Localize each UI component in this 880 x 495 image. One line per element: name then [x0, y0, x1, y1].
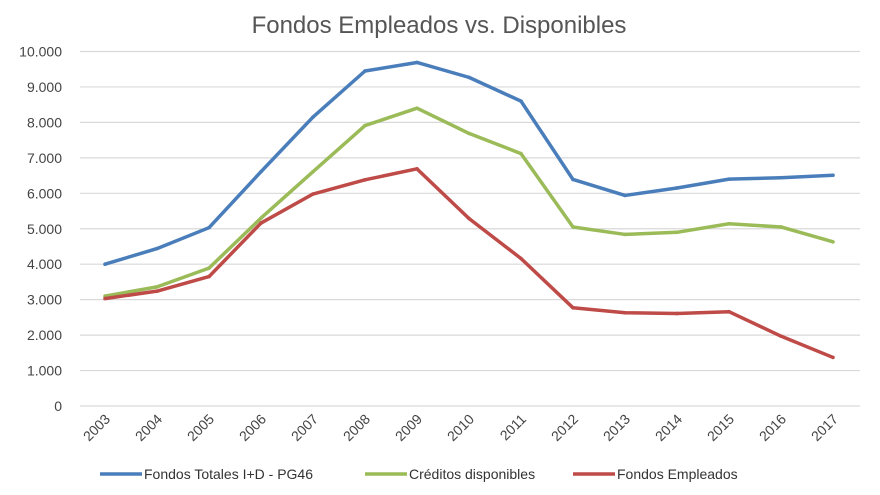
data-point — [623, 193, 627, 198]
y-tick-label: 8.000 — [27, 114, 62, 130]
data-point — [207, 266, 211, 270]
data-point — [311, 169, 315, 174]
data-point — [259, 216, 263, 220]
data-point — [259, 221, 263, 225]
y-tick-label: 7.000 — [27, 150, 62, 166]
data-point — [571, 306, 575, 310]
data-point — [155, 285, 159, 289]
data-point — [623, 232, 627, 237]
y-tick-label: 2.000 — [27, 327, 62, 343]
data-point — [571, 225, 575, 229]
y-tick-label: 6.000 — [27, 185, 62, 201]
x-tick-label: 2017 — [808, 411, 841, 444]
x-tick-label: 2013 — [600, 411, 633, 444]
data-point — [519, 151, 523, 156]
data-point — [103, 262, 107, 267]
y-tick-label: 5.000 — [27, 221, 62, 237]
data-point — [363, 69, 367, 73]
data-point — [155, 289, 159, 293]
data-point — [779, 334, 783, 338]
data-point — [727, 221, 731, 226]
data-point — [363, 178, 367, 182]
data-point — [831, 173, 835, 178]
data-point — [519, 256, 523, 261]
data-point — [467, 216, 471, 221]
x-tick-label: 2011 — [497, 411, 530, 444]
y-tick-label: 0 — [54, 398, 62, 414]
y-tick-label: 9.000 — [27, 79, 62, 95]
x-tick-label: 2007 — [288, 411, 321, 444]
data-point — [415, 106, 419, 111]
x-tick-label: 2015 — [704, 411, 737, 444]
data-point — [831, 240, 835, 244]
x-tick-label: 2016 — [756, 411, 789, 444]
legend-label: Créditos disponibles — [409, 466, 535, 482]
data-point — [467, 75, 471, 80]
data-point — [155, 246, 159, 251]
x-tick-label: 2010 — [444, 411, 477, 444]
data-point — [727, 177, 731, 181]
series-line-0 — [104, 60, 834, 266]
y-tick-label: 1.000 — [27, 363, 62, 379]
data-point — [311, 115, 315, 119]
data-point — [207, 225, 211, 230]
x-tick-label: 2014 — [652, 411, 685, 444]
x-tick-label: 2005 — [184, 411, 217, 444]
data-point — [467, 131, 471, 136]
data-point — [571, 177, 575, 182]
data-point — [779, 175, 783, 180]
data-point — [623, 310, 627, 315]
legend-label: Fondos Empleados — [617, 466, 738, 482]
series-line-1 — [104, 106, 834, 298]
data-point — [831, 355, 835, 360]
data-point — [779, 225, 783, 229]
data-point — [415, 167, 419, 171]
x-tick-label: 2012 — [548, 411, 581, 444]
data-point — [675, 186, 679, 190]
legend-label: Fondos Totales I+D - PG46 — [144, 466, 313, 482]
data-point — [311, 192, 315, 196]
data-point — [259, 169, 263, 174]
data-point — [675, 311, 679, 316]
y-tick-label: 10.000 — [19, 44, 62, 60]
x-tick-label: 2006 — [236, 411, 269, 444]
data-point — [727, 309, 731, 314]
y-tick-label: 4.000 — [27, 256, 62, 272]
x-tick-label: 2008 — [340, 411, 373, 444]
y-tick-label: 3.000 — [27, 292, 62, 308]
x-tick-label: 2004 — [132, 411, 165, 444]
data-point — [103, 296, 107, 301]
chart-title: Fondos Empleados vs. Disponibles — [252, 12, 627, 39]
x-tick-label: 2003 — [80, 411, 113, 444]
data-point — [363, 123, 367, 128]
data-point — [519, 99, 523, 103]
data-point — [675, 230, 679, 235]
data-point — [207, 274, 211, 279]
data-point — [415, 60, 419, 65]
x-tick-label: 2009 — [392, 411, 425, 444]
